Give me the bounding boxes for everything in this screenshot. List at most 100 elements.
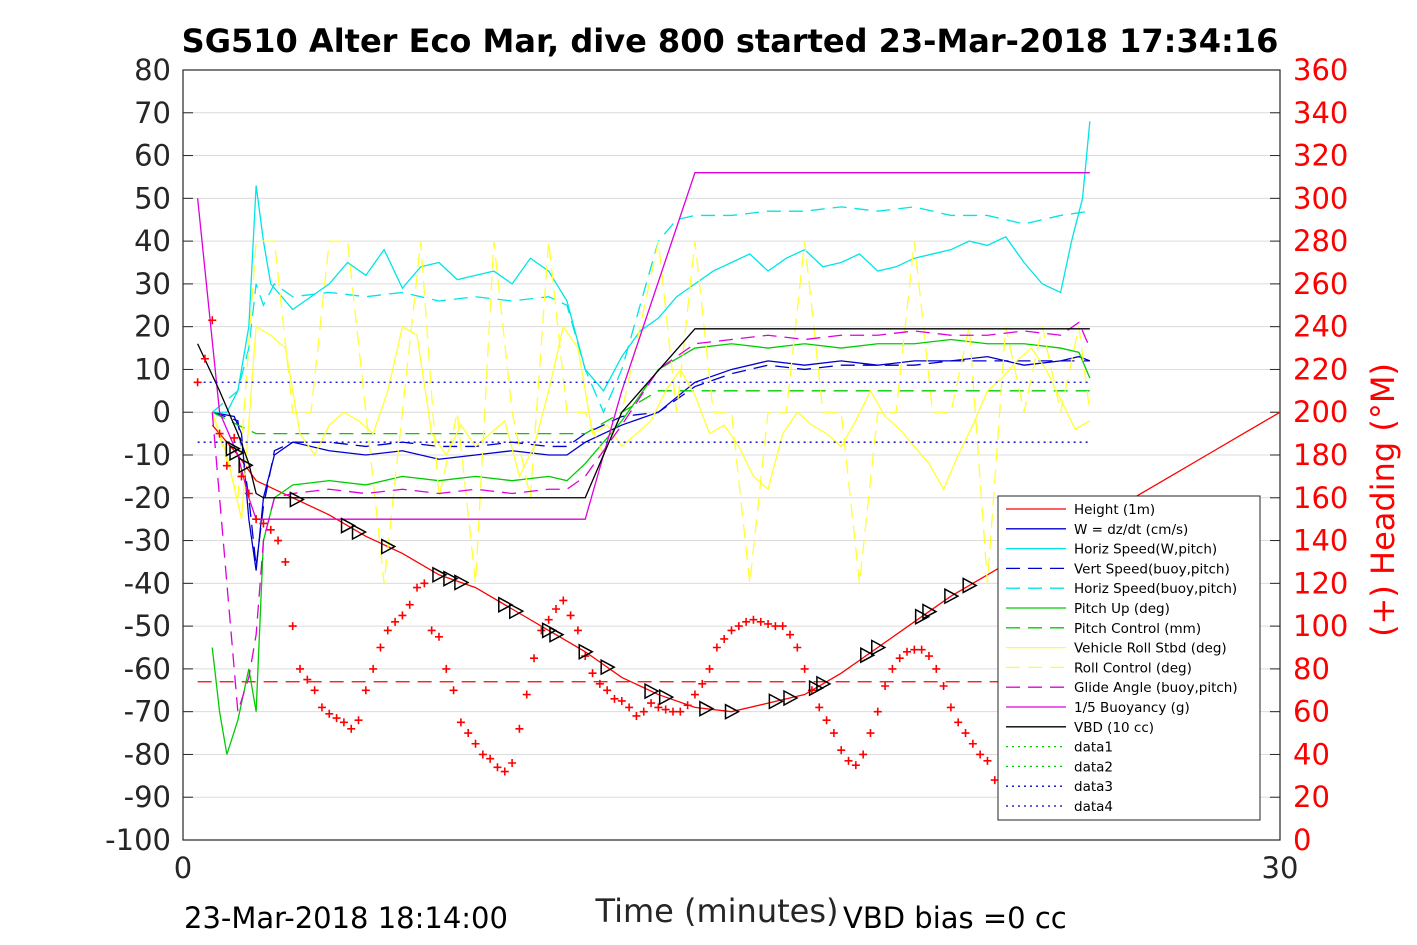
y-tick-label-left: 80 xyxy=(134,53,171,87)
series-line xyxy=(197,328,1090,499)
heading-point xyxy=(734,622,743,631)
heading-point xyxy=(800,664,809,673)
segment-marker xyxy=(944,587,960,605)
heading-point xyxy=(647,699,656,708)
series-line xyxy=(212,355,1091,571)
axes-frame xyxy=(182,69,1281,841)
legend-label: Glide Angle (buoy,pitch) xyxy=(1074,680,1238,696)
heading-point xyxy=(486,754,495,763)
segment-marker xyxy=(549,626,565,643)
heading-point xyxy=(530,654,539,663)
y-tick-label-right: 200 xyxy=(1293,395,1348,429)
heading-point xyxy=(720,634,729,643)
y-tick-label-left: -20 xyxy=(124,481,171,515)
footer-vbd-bias: VBD bias =0 cc xyxy=(843,901,1067,935)
heading-point xyxy=(837,746,846,755)
series-line xyxy=(212,360,1090,567)
heading-point xyxy=(442,664,451,673)
heading-point xyxy=(544,615,553,624)
heading-point xyxy=(369,664,378,673)
heading-point xyxy=(815,703,824,712)
heading-point xyxy=(493,763,502,772)
legend-label: data3 xyxy=(1074,779,1113,795)
heading-point xyxy=(661,705,670,714)
y-tick-label-left: 20 xyxy=(134,310,171,344)
heading-point xyxy=(288,622,297,631)
heading-point xyxy=(566,611,575,620)
legend-box xyxy=(997,495,1261,821)
legend-label: 1/5 Buoyancy (g) xyxy=(1074,700,1190,716)
series-line xyxy=(211,206,1090,414)
y-tick-label-left: 10 xyxy=(134,352,171,386)
heading-point xyxy=(339,718,348,727)
legend: Height (1m) W = dz/dt (cm/s) Horiz Speed(W… xyxy=(997,495,1261,821)
heading-point xyxy=(420,579,429,588)
heading-point xyxy=(478,750,487,759)
heading-point xyxy=(625,703,634,712)
y-tick-label-right: 120 xyxy=(1293,566,1348,600)
heading-point xyxy=(413,583,422,592)
legend-label: Pitch Control (mm) xyxy=(1074,621,1201,637)
segment-marker xyxy=(229,444,245,462)
heading-point xyxy=(829,729,838,738)
y-tick-label-right: 20 xyxy=(1293,780,1330,814)
heading-point xyxy=(617,696,626,705)
heading-point xyxy=(354,716,363,725)
heading-point xyxy=(230,433,239,442)
heading-point xyxy=(932,664,941,673)
series-line xyxy=(211,321,1091,712)
heading-point xyxy=(274,536,283,545)
heading-point xyxy=(603,686,612,695)
series-line xyxy=(196,172,1090,520)
heading-point xyxy=(786,630,795,639)
heading-point xyxy=(968,739,977,748)
y-tick-label-right: 300 xyxy=(1293,181,1348,215)
series-line xyxy=(211,411,1280,713)
heading-point xyxy=(917,645,926,654)
y-tick-label-left: 30 xyxy=(134,267,171,301)
segment-marker xyxy=(578,643,594,661)
heading-point xyxy=(976,750,985,759)
heading-point xyxy=(771,622,780,631)
heading-point xyxy=(522,690,531,699)
segment-marker xyxy=(724,703,741,720)
y-tick-label-right: 360 xyxy=(1293,53,1348,87)
legend-label: Vehicle Roll Stbd (deg) xyxy=(1074,641,1227,657)
heading-point xyxy=(749,615,758,624)
chart-title: SG510 Alter Eco Mar, dive 800 started 23… xyxy=(182,22,1279,60)
axes: 80706050403020100-10-20-30-40-50-60-70-8… xyxy=(105,53,1348,885)
heading-point xyxy=(946,703,955,712)
heading-point xyxy=(939,682,948,690)
legend-label: Horiz Speed(W,pitch) xyxy=(1074,542,1217,558)
heading-point xyxy=(325,709,334,718)
segment-marker xyxy=(381,538,397,555)
legend-label: data4 xyxy=(1074,799,1113,815)
y-tick-label-right: 140 xyxy=(1293,524,1348,558)
heading-point xyxy=(215,429,224,438)
heading-point xyxy=(500,767,509,776)
segment-marker xyxy=(498,596,514,613)
y-tick-label-left: 60 xyxy=(134,139,171,173)
heading-point xyxy=(705,664,714,673)
segment-marker xyxy=(289,491,305,508)
legend-label: data2 xyxy=(1074,759,1113,775)
segment-marker xyxy=(699,700,715,717)
y-tick-label-left: 40 xyxy=(134,224,171,258)
heading-point xyxy=(895,654,904,663)
segment-marker xyxy=(541,622,558,639)
heading-point xyxy=(903,647,912,656)
y-tick-label-left: -50 xyxy=(124,609,171,643)
legend-label: Pitch Up (deg) xyxy=(1074,601,1170,617)
heading-point xyxy=(683,701,692,710)
y-tick-label-right: 40 xyxy=(1293,737,1330,771)
segment-marker xyxy=(644,682,660,700)
segment-marker xyxy=(443,570,459,587)
heading-point xyxy=(361,686,370,695)
series-line xyxy=(211,325,1091,520)
series-line xyxy=(211,338,1091,755)
heading-point xyxy=(654,703,663,712)
heading-point xyxy=(383,626,392,635)
heading-point xyxy=(252,515,261,524)
heading-point xyxy=(281,557,290,566)
right-axis-label: (+) Heading (°M) xyxy=(1364,363,1402,637)
